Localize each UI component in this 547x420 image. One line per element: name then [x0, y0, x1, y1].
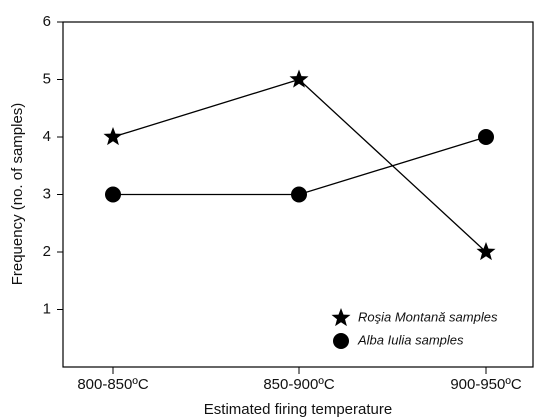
y-tick-label: 2 — [43, 243, 51, 260]
circle-marker — [105, 186, 121, 203]
legend-label: Roşia Montană samples — [358, 309, 498, 324]
star-marker — [331, 308, 351, 327]
x-tick-label: 850-900ºC — [263, 376, 335, 393]
y-axis-label: Frequency (no. of samples) — [9, 103, 26, 286]
y-tick-label: 1 — [43, 300, 51, 317]
star-marker — [103, 127, 123, 146]
series-line — [113, 136, 487, 196]
legend-label: Alba Iulia samples — [357, 332, 464, 347]
series-line — [112, 78, 487, 253]
x-axis-label: Estimated firing temperature — [204, 401, 392, 418]
circle-marker — [291, 186, 307, 203]
x-tick-label: 900-950ºC — [450, 376, 522, 393]
y-tick-label: 6 — [43, 13, 51, 30]
y-tick-label: 3 — [43, 185, 51, 202]
circle-marker — [333, 333, 349, 349]
star-marker — [289, 69, 309, 88]
x-tick-label: 800-850ºC — [77, 376, 149, 393]
circle-marker — [478, 129, 494, 145]
star-marker — [476, 242, 496, 261]
y-tick-label: 4 — [43, 128, 51, 145]
y-tick-label: 5 — [43, 70, 51, 87]
